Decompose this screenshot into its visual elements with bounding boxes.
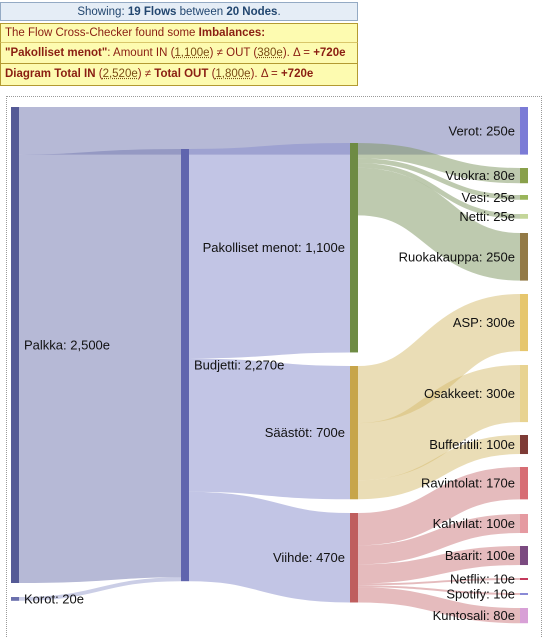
link-viihde-baarit[interactable] xyxy=(357,546,521,584)
label-netflix: Netflix: 10e xyxy=(450,572,515,587)
link-pakolliset-ruokakauppa[interactable] xyxy=(357,167,521,281)
imbalance-node-name: "Pakolliset menot" xyxy=(5,47,108,59)
imbalance-node-in[interactable]: 1,100e xyxy=(174,47,210,59)
label-ruokakauppa: Ruokakauppa: 250e xyxy=(399,249,515,264)
imbalance-total-line: Diagram Total IN (2,520e) ≠ Total OUT (1… xyxy=(0,63,358,86)
imbalance-node-line: "Pakolliset menot": Amount IN (1,100e) ≠… xyxy=(0,42,358,63)
node-ravintolat[interactable] xyxy=(520,467,528,500)
node-vuokra[interactable] xyxy=(520,168,528,184)
label-spotify: Spotify: 10e xyxy=(446,587,515,602)
node-netti[interactable] xyxy=(520,214,528,219)
sankey-nodes xyxy=(11,107,528,624)
node-pakolliset[interactable] xyxy=(350,143,358,353)
link-viihde-kuntosali[interactable] xyxy=(357,587,521,624)
node-ruokakauppa[interactable] xyxy=(520,233,528,281)
imbalance-node-t2: ) ≠ OUT ( xyxy=(209,47,258,59)
label-viihde: Viihde: 470e xyxy=(273,550,345,565)
summary-between: between xyxy=(176,6,227,18)
imbalance-node-t1: : Amount IN ( xyxy=(107,47,175,59)
flows-count: 19 Flows xyxy=(127,6,177,18)
imbalance-header: The Flow Cross-Checker found some Imbala… xyxy=(0,23,358,42)
imbalance-node-delta: +720e xyxy=(313,47,346,59)
node-verot[interactable] xyxy=(520,107,528,155)
flows-summary-bar: Showing: 19 Flows between 20 Nodes. xyxy=(0,2,358,21)
link-viihde-kahvilat[interactable] xyxy=(357,514,521,565)
link-saastot-bufferitili[interactable] xyxy=(357,435,521,500)
label-vesi: Vesi: 25e xyxy=(462,190,516,205)
label-kahvilat: Kahvilat: 100e xyxy=(433,516,515,531)
node-kahvilat[interactable] xyxy=(520,514,528,534)
imbalance-total-out-label: Total OUT xyxy=(154,68,209,80)
imbalance-total-t1: ( xyxy=(95,68,103,80)
link-pakolliset-vesi[interactable] xyxy=(357,158,521,200)
link-viihde-ravintolat[interactable] xyxy=(357,467,521,546)
node-saastot[interactable] xyxy=(350,366,358,500)
link-pakolliset-netti[interactable] xyxy=(357,162,521,219)
link-korot-budjetti[interactable] xyxy=(18,577,182,601)
label-ravintolat: Ravintolat: 170e xyxy=(421,476,515,491)
imbalance-header-bold: Imbalances: xyxy=(198,27,266,39)
node-viihde[interactable] xyxy=(350,513,358,603)
link-pakolliset-vuokra[interactable] xyxy=(357,143,521,184)
sankey-labels: Palkka: 2,500e Korot: 20e Budjetti: 2,270e… xyxy=(24,123,515,623)
label-korot: Korot: 20e xyxy=(24,591,84,606)
label-vuokra: Vuokra: 80e xyxy=(445,168,515,183)
link-palkka-budjetti[interactable] xyxy=(18,149,182,583)
imbalance-node-t3: ). Δ = xyxy=(282,47,314,59)
link-budjetti-pakolliset[interactable] xyxy=(188,143,351,359)
label-palkka: Palkka: 2,500e xyxy=(24,338,110,353)
node-baarit[interactable] xyxy=(520,546,528,566)
summary-suffix: . xyxy=(277,6,281,18)
label-osakkeet: Osakkeet: 300e xyxy=(424,386,515,401)
label-asp: ASP: 300e xyxy=(453,315,515,330)
label-verot: Verot: 250e xyxy=(449,123,516,138)
diagram-frame xyxy=(6,96,542,637)
node-asp[interactable] xyxy=(520,294,528,352)
node-korot[interactable] xyxy=(11,597,19,601)
node-bufferitili[interactable] xyxy=(520,435,528,455)
node-vesi[interactable] xyxy=(520,195,528,200)
imbalance-total-in[interactable]: 2,520e xyxy=(102,68,138,80)
summary-prefix: Showing: xyxy=(77,6,128,18)
node-budjetti[interactable] xyxy=(181,149,189,582)
imbalance-total-in-label: Diagram Total IN xyxy=(5,68,96,80)
label-pakolliset: Pakolliset menot: 1,100e xyxy=(203,240,345,255)
link-budjetti-viihde[interactable] xyxy=(188,491,351,603)
sankey-links xyxy=(18,106,522,624)
node-netflix[interactable] xyxy=(520,578,528,580)
node-kuntosali[interactable] xyxy=(520,608,528,624)
link-viihde-netflix[interactable] xyxy=(357,578,521,586)
nodes-count: 20 Nodes xyxy=(226,6,278,18)
imbalance-total-t3: ( xyxy=(208,68,216,80)
label-baarit: Baarit: 100e xyxy=(445,548,515,563)
imbalance-header-text: The Flow Cross-Checker found some xyxy=(5,27,199,39)
link-budjetti-saastot[interactable] xyxy=(188,358,351,500)
label-saastot: Säästöt: 700e xyxy=(265,425,345,440)
label-netti: Netti: 25e xyxy=(459,209,515,224)
node-spotify[interactable] xyxy=(520,593,528,595)
link-viihde-spotify[interactable] xyxy=(357,585,521,595)
imbalance-total-t4: ). Δ = xyxy=(250,68,281,80)
imbalance-total-out[interactable]: 1,800e xyxy=(215,68,251,80)
node-osakkeet[interactable] xyxy=(520,365,528,423)
imbalance-node-out[interactable]: 380e xyxy=(257,47,283,59)
label-bufferitili: Bufferitili: 100e xyxy=(429,437,515,452)
label-budjetti: Budjetti: 2,270e xyxy=(194,358,284,373)
imbalance-total-delta: +720e xyxy=(280,68,314,80)
label-kuntosali: Kuntosali: 80e xyxy=(433,608,515,623)
imbalance-total-t2: ) ≠ xyxy=(137,68,155,80)
link-saastot-osakkeet[interactable] xyxy=(356,365,522,481)
node-palkka[interactable] xyxy=(11,107,19,583)
link-saastot-asp[interactable] xyxy=(356,294,522,424)
